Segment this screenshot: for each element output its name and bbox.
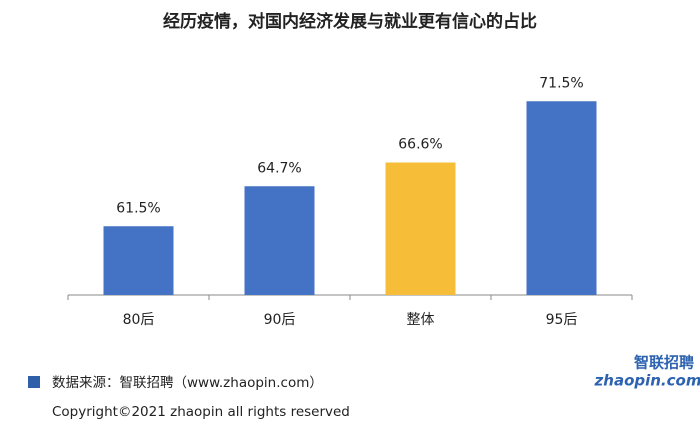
bar	[244, 186, 315, 295]
x-tick-label: 整体	[407, 312, 435, 328]
logo-top: 智联招聘	[634, 354, 694, 372]
legend-swatch	[28, 376, 40, 388]
axis-ticks	[67, 295, 633, 300]
chart-title: 经历疫情，对国内经济发展与就业更有信心的占比	[163, 11, 537, 32]
value-label: 71.5%	[539, 75, 583, 91]
source-text: 数据来源：智联招聘（www.zhaopin.com）	[52, 375, 323, 391]
x-tick-label: 90后	[264, 312, 296, 328]
x-tick-label: 80后	[123, 312, 155, 328]
bar	[103, 226, 174, 295]
value-label: 66.6%	[398, 137, 442, 153]
value-label: 64.7%	[257, 160, 301, 176]
bar	[526, 101, 597, 295]
logo-bottom: zhaopin.com	[594, 372, 700, 390]
value-label: 61.5%	[116, 200, 160, 216]
bar	[385, 162, 456, 295]
copyright-text: Copyright©2021 zhaopin all rights reserv…	[52, 404, 350, 420]
x-tick-label: 95后	[546, 312, 578, 328]
